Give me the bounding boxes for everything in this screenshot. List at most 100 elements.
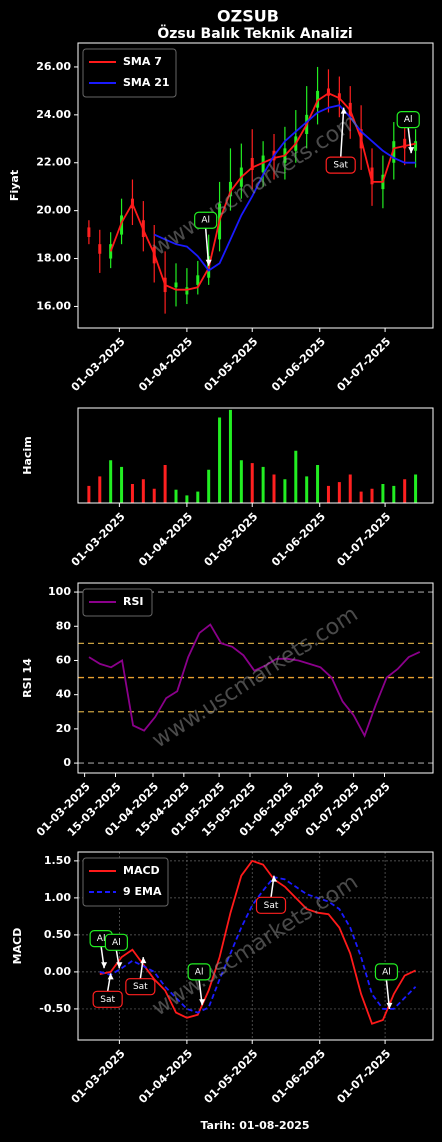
series-line (153, 104, 416, 272)
legend-label: MACD (123, 864, 160, 877)
annotation-label: Sat (133, 982, 148, 992)
y-tick-label: -0.50 (39, 1002, 71, 1015)
annotation-label: Sat (333, 161, 348, 171)
bar (381, 484, 385, 503)
y-tick-label: 0.00 (44, 965, 71, 978)
annotation-box (187, 963, 211, 981)
bar (98, 476, 102, 503)
y-tick-label: 20.00 (36, 204, 71, 217)
annotation-arrowhead (101, 962, 108, 969)
annotation-arrowhead (408, 147, 415, 154)
bar (130, 484, 134, 503)
candle-body (174, 282, 178, 288)
bar (305, 476, 309, 503)
y-tick-label: 60 (56, 653, 72, 666)
plot-area (78, 591, 433, 764)
y-tick-label: 1.50 (44, 854, 71, 867)
annotation-label: Al (112, 938, 121, 948)
bar (109, 460, 113, 503)
plot-area (87, 66, 418, 314)
bar (370, 488, 374, 503)
candle-body (250, 157, 254, 170)
annotation-arrowhead (340, 107, 347, 114)
x-axis-label: Tarih: 01-08-2025 (200, 1119, 309, 1132)
bar (348, 474, 352, 503)
y-tick-label: 20 (56, 722, 72, 735)
bar (337, 482, 341, 503)
series-line (99, 876, 417, 1014)
series-line (88, 623, 421, 738)
annotation-label: Al (201, 216, 210, 226)
y-tick-label: 22.00 (36, 156, 71, 169)
candle-body (261, 155, 265, 173)
annotation-label: Al (404, 115, 413, 125)
annotation-arrowhead (107, 973, 114, 980)
y-tick-label: 0.50 (44, 928, 71, 941)
annotation-box (255, 896, 287, 914)
candle-body (228, 181, 232, 197)
bar (414, 474, 418, 503)
candle-body (392, 141, 396, 163)
legend-label: RSI (123, 595, 144, 608)
plot-frame (77, 851, 434, 1041)
bar (326, 485, 330, 503)
bar (120, 466, 124, 503)
bar (283, 479, 287, 503)
plot-frame (77, 42, 434, 329)
annotation-box (374, 963, 399, 981)
annotation-box (125, 978, 156, 996)
y-tick-label: 26.00 (36, 60, 71, 73)
y-axis-label: RSI 14 (21, 658, 34, 698)
candle-body (185, 287, 189, 295)
annotation-label: Sat (100, 995, 115, 1005)
legend-label: SMA 21 (123, 76, 170, 89)
bar (239, 460, 243, 503)
plot-frame (77, 407, 434, 504)
plot-area (87, 409, 418, 503)
candle-body (370, 167, 374, 185)
legend-label: SMA 7 (123, 55, 162, 68)
annotation-arrowhead (199, 999, 206, 1006)
y-tick-label: 0 (63, 756, 71, 769)
annotation-label: Al (97, 934, 106, 944)
bar (152, 488, 156, 503)
y-tick-label: 18.00 (36, 252, 71, 265)
y-tick-label: 40 (56, 688, 72, 701)
candle-body (414, 141, 418, 151)
annotation-arrowhead (386, 1002, 393, 1009)
bar (87, 485, 91, 503)
candle-body (87, 227, 91, 237)
legend-box (82, 588, 153, 617)
bar (250, 463, 254, 503)
y-tick-label: 24.00 (36, 108, 71, 121)
candle-body (316, 90, 320, 108)
candle-body (337, 93, 341, 101)
y-axis-label: Fiyat (8, 170, 21, 201)
y-tick-label: 1.00 (44, 891, 71, 904)
annotation-arrowhead (205, 259, 212, 266)
annotation-label: Al (195, 967, 204, 977)
candle-body (98, 244, 102, 254)
series-line (99, 859, 416, 1025)
y-axis-label: Hacim (21, 436, 34, 474)
bar (174, 489, 178, 503)
series-line (109, 92, 416, 291)
y-tick-label: 16.00 (36, 299, 71, 312)
bar (316, 465, 320, 503)
y-tick-label: 80 (56, 619, 72, 632)
annotation-arrowhead (116, 962, 123, 969)
bar (228, 409, 232, 503)
bar (272, 474, 276, 503)
candle-body (403, 138, 407, 149)
chart-title: OZSUB (217, 7, 279, 26)
bar (359, 491, 363, 503)
annotation-arrow (339, 107, 345, 158)
chart-subtitle: Özsu Balık Teknik Analizi (157, 24, 352, 42)
y-tick-label: 100 (48, 585, 71, 598)
annotation-arrow (204, 228, 210, 266)
legend-label: 9 EMA (123, 885, 162, 898)
bar (185, 495, 189, 503)
plot-frame (77, 582, 434, 774)
annotation-box (194, 211, 218, 229)
